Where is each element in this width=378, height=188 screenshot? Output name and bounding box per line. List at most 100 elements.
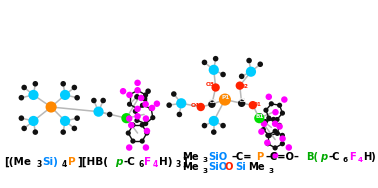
Text: 4: 4: [153, 160, 158, 169]
Circle shape: [134, 106, 141, 112]
Circle shape: [275, 131, 280, 136]
Text: O4: O4: [191, 103, 200, 108]
Text: H): H): [159, 157, 173, 167]
Circle shape: [280, 111, 285, 116]
Circle shape: [143, 115, 149, 122]
Circle shape: [28, 90, 39, 100]
Circle shape: [266, 133, 272, 138]
Circle shape: [238, 100, 245, 107]
Circle shape: [257, 113, 263, 120]
Circle shape: [133, 109, 138, 114]
Circle shape: [120, 88, 126, 94]
Circle shape: [153, 100, 160, 107]
Text: F: F: [349, 152, 356, 162]
Text: Si: Si: [235, 162, 246, 172]
Circle shape: [22, 85, 27, 90]
Text: 6: 6: [138, 160, 143, 169]
Circle shape: [71, 85, 77, 90]
Text: –C=O–: –C=O–: [265, 152, 299, 162]
Circle shape: [264, 139, 271, 146]
Circle shape: [171, 91, 177, 97]
Circle shape: [263, 108, 268, 113]
Text: 4: 4: [62, 160, 67, 169]
Circle shape: [211, 129, 217, 135]
Circle shape: [45, 102, 57, 113]
Circle shape: [19, 115, 24, 121]
Text: 3: 3: [268, 168, 273, 174]
Text: -C: -C: [124, 157, 136, 167]
Circle shape: [60, 116, 70, 126]
Text: B1: B1: [256, 114, 265, 119]
Circle shape: [150, 115, 155, 120]
Circle shape: [130, 122, 136, 128]
Circle shape: [285, 144, 292, 151]
Circle shape: [277, 103, 282, 108]
Circle shape: [273, 129, 278, 134]
Text: p: p: [115, 157, 122, 167]
Circle shape: [269, 101, 274, 106]
Circle shape: [91, 98, 97, 103]
Text: O1: O1: [253, 102, 262, 107]
Circle shape: [202, 60, 207, 65]
Circle shape: [143, 101, 149, 108]
Text: -C: -C: [329, 152, 341, 162]
Text: C1: C1: [239, 98, 247, 103]
Circle shape: [19, 95, 24, 101]
Circle shape: [266, 115, 271, 121]
Circle shape: [134, 80, 141, 86]
Circle shape: [220, 123, 226, 128]
Text: Si): Si): [43, 157, 59, 167]
Circle shape: [28, 116, 39, 126]
Text: Me: Me: [248, 162, 265, 172]
Text: ]: ]: [182, 157, 187, 167]
Circle shape: [220, 72, 226, 77]
Circle shape: [138, 95, 144, 101]
Text: p: p: [321, 152, 327, 162]
Circle shape: [249, 101, 257, 109]
Circle shape: [265, 133, 271, 138]
Circle shape: [209, 65, 219, 75]
Circle shape: [22, 126, 27, 131]
Text: H): H): [363, 152, 376, 162]
Circle shape: [272, 152, 278, 159]
Text: 3: 3: [175, 160, 181, 169]
Circle shape: [144, 128, 150, 134]
Circle shape: [280, 141, 285, 146]
Circle shape: [149, 105, 155, 111]
Circle shape: [93, 107, 104, 117]
Circle shape: [246, 67, 256, 77]
Text: 6: 6: [343, 157, 348, 163]
Circle shape: [176, 98, 186, 108]
Circle shape: [125, 130, 131, 136]
Circle shape: [261, 121, 267, 127]
Circle shape: [272, 109, 279, 115]
Circle shape: [177, 112, 182, 117]
Circle shape: [213, 56, 218, 61]
Circle shape: [74, 115, 80, 121]
Circle shape: [219, 94, 231, 106]
Circle shape: [126, 92, 133, 98]
Circle shape: [235, 81, 244, 90]
Circle shape: [139, 139, 145, 144]
Circle shape: [197, 103, 205, 111]
Circle shape: [33, 81, 38, 86]
Text: ][HB(: ][HB(: [77, 157, 108, 167]
Circle shape: [209, 116, 219, 126]
Circle shape: [107, 112, 113, 117]
Text: 3: 3: [36, 160, 42, 169]
Text: 3: 3: [202, 157, 207, 163]
Text: SiO: SiO: [208, 152, 228, 162]
Circle shape: [265, 141, 271, 146]
Circle shape: [134, 94, 140, 100]
Text: SiO: SiO: [208, 162, 228, 172]
Circle shape: [280, 133, 285, 138]
Circle shape: [134, 118, 139, 123]
Circle shape: [281, 96, 288, 103]
Circle shape: [135, 88, 140, 93]
Circle shape: [239, 74, 245, 79]
Circle shape: [71, 126, 77, 131]
Circle shape: [145, 88, 151, 94]
Text: P1: P1: [222, 95, 230, 100]
Circle shape: [149, 106, 154, 111]
Circle shape: [60, 81, 66, 86]
